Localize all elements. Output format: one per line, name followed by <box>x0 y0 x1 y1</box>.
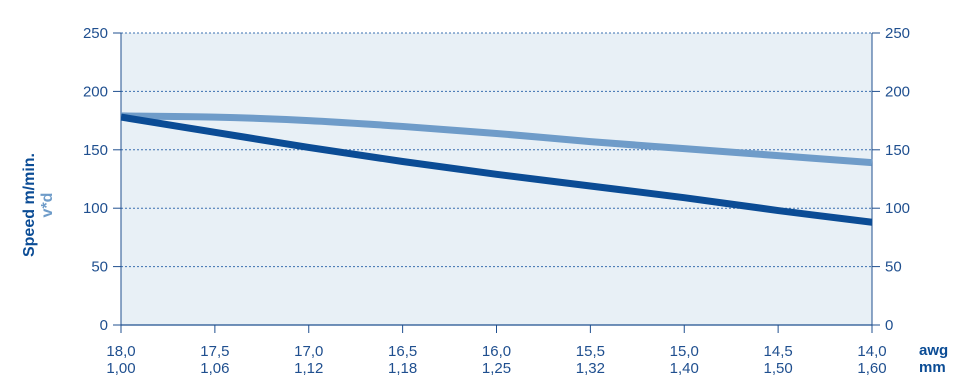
y-tick-label-right-150: 150 <box>885 142 910 159</box>
x-tick-label-mm-1: 1,06 <box>200 360 229 375</box>
x-tick-label-mm-5: 1,32 <box>576 360 605 375</box>
y-axis-subtitle: v*d <box>39 193 56 218</box>
x-tick-label-awg-1: 17,5 <box>200 343 229 360</box>
series-line-0 <box>120 113 873 226</box>
x-unit-awg: awg <box>919 342 948 359</box>
x-tick-label-mm-2: 1,12 <box>294 360 323 375</box>
x-tick-label-awg-7: 14,5 <box>764 343 793 360</box>
x-unit-mm: mm <box>919 359 946 375</box>
x-tick-label-mm-6: 1,40 <box>670 360 699 375</box>
tick-labels: 0 0 50 50 100 100 150 150 200 200 250 250 18,01,00 17… <box>83 25 910 375</box>
plot-area <box>121 33 872 325</box>
y-axis-title: Speed m/min. <box>21 153 38 257</box>
y-tick-label-left-0: 0 <box>100 317 108 334</box>
y-axis-subtitle-group: v*d <box>39 193 56 218</box>
y-tick-label-right-0: 0 <box>885 317 893 334</box>
x-tick-label-awg-5: 15,5 <box>576 343 605 360</box>
x-tick-label-mm-3: 1,18 <box>388 360 417 375</box>
series-line-1 <box>120 112 873 167</box>
y-tick-label-left-50: 50 <box>91 259 108 276</box>
x-tick-label-awg-4: 16,0 <box>482 343 511 360</box>
y-tick-label-right-50: 50 <box>885 259 902 276</box>
x-tick-label-awg-6: 15,0 <box>670 343 699 360</box>
x-tick-label-awg-8: 14,0 <box>857 343 886 360</box>
y-axis-title-group: Speed m/min. <box>21 153 38 257</box>
x-tick-label-mm-4: 1,25 <box>482 360 511 375</box>
y-tick-label-left-150: 150 <box>83 142 108 159</box>
y-tick-label-right-250: 250 <box>885 25 910 42</box>
x-tick-label-mm-8: 1,60 <box>857 360 886 375</box>
x-tick-label-awg-2: 17,0 <box>294 343 323 360</box>
y-tick-label-left-250: 250 <box>83 25 108 42</box>
y-tick-label-left-100: 100 <box>83 200 108 217</box>
y-tick-label-right-100: 100 <box>885 200 910 217</box>
x-tick-label-awg-0: 18,0 <box>106 343 135 360</box>
x-tick-label-awg-3: 16,5 <box>388 343 417 360</box>
y-tick-label-right-200: 200 <box>885 83 910 100</box>
x-tick-label-mm-7: 1,50 <box>764 360 793 375</box>
series-lines <box>120 112 873 226</box>
y-tick-label-left-200: 200 <box>83 83 108 100</box>
tick-marks <box>113 32 880 333</box>
x-tick-label-mm-0: 1,00 <box>106 360 135 375</box>
